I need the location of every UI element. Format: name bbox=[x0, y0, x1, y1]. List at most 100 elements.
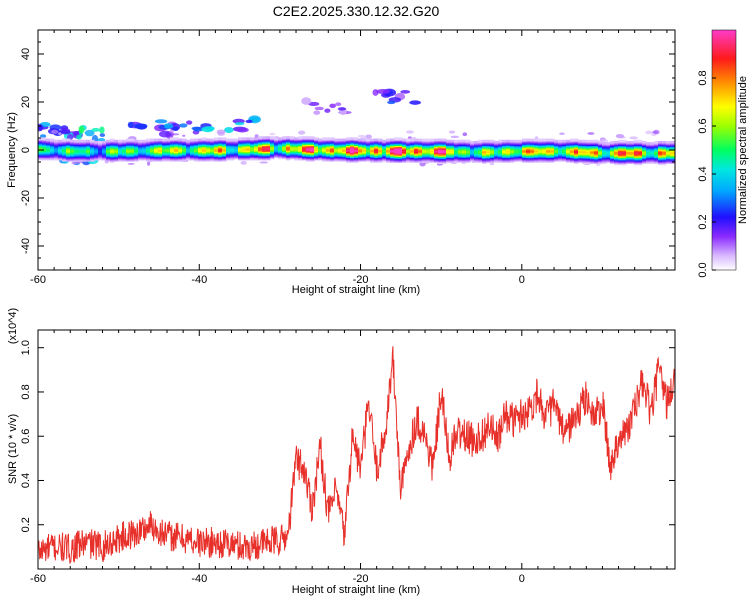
spectrogram-noise-speckle bbox=[169, 129, 174, 134]
spectrogram-cell bbox=[202, 137, 207, 140]
spectrogram-cell bbox=[186, 139, 191, 143]
colorbar-tick-label: 0.4 bbox=[697, 166, 709, 181]
spectrogram-noise-speckle bbox=[217, 131, 226, 136]
spectrogram-noise-blob bbox=[133, 123, 148, 129]
spectrogram-cell bbox=[486, 139, 491, 143]
spectrogram-cell bbox=[618, 139, 623, 143]
spectrogram-cell bbox=[602, 142, 607, 145]
spectrogram-cell bbox=[258, 136, 263, 139]
spectrogram-cell bbox=[438, 138, 443, 142]
spectrogram-cell bbox=[578, 139, 583, 143]
spectrogram-cell bbox=[206, 138, 211, 142]
spectrogram-cell bbox=[226, 138, 231, 142]
spectrogram-noise-speckle bbox=[58, 132, 62, 136]
spectrogram-cell bbox=[158, 138, 163, 142]
spectrogram-cell bbox=[102, 141, 107, 144]
spectrogram-cell bbox=[262, 136, 267, 139]
spectrogram-cell bbox=[382, 139, 387, 143]
spectrogram-cell bbox=[450, 139, 455, 143]
spectrogram-noise-blob bbox=[154, 119, 168, 124]
spectrogram-xlabel: Height of straight line (km) bbox=[292, 284, 420, 296]
spectrogram-cell bbox=[98, 141, 103, 144]
spectrogram-cell bbox=[378, 138, 383, 142]
spectrogram-cell bbox=[354, 137, 359, 140]
spectrogram-noise-blob bbox=[38, 123, 44, 132]
spectrogram-ytick-label: -20 bbox=[20, 190, 32, 206]
spectrogram-cell bbox=[126, 138, 131, 142]
spectrogram-cell bbox=[130, 138, 135, 142]
spectrogram-cell bbox=[254, 137, 259, 140]
spectrogram-cell bbox=[66, 138, 71, 142]
spectrogram-cell bbox=[454, 139, 459, 143]
spectrogram-cell bbox=[518, 139, 523, 143]
spectrogram-noise-speckle bbox=[127, 162, 135, 165]
spectrogram-ytick-label: 40 bbox=[20, 48, 32, 60]
spectrogram-cell bbox=[622, 139, 627, 143]
spectrogram-cell bbox=[78, 139, 83, 143]
spectrogram-cell bbox=[398, 137, 403, 140]
spectrogram-cell bbox=[658, 141, 663, 144]
spectrogram-noise-speckle bbox=[357, 134, 366, 138]
spectrogram-noise-speckle bbox=[254, 134, 259, 138]
spectrogram-cell bbox=[566, 139, 571, 143]
spectrogram-cell bbox=[442, 138, 447, 142]
spectrogram-cell bbox=[230, 138, 235, 142]
spectrogram-cell bbox=[402, 138, 407, 142]
spectrogram-cell bbox=[510, 139, 515, 143]
colorbar-ticks: 0.0 0.2 0.4 0.6 0.8 bbox=[697, 70, 716, 278]
spectrogram-cell bbox=[478, 139, 483, 143]
spectrogram-noise-speckle bbox=[182, 134, 186, 137]
colorbar-tick-label: 0.8 bbox=[697, 70, 709, 85]
spectrogram-cell bbox=[242, 137, 247, 140]
spectrogram-noise-blob bbox=[38, 135, 39, 137]
spectrogram-cell bbox=[386, 138, 391, 142]
spectrogram-cell bbox=[582, 139, 587, 143]
spectrogram-cell bbox=[570, 138, 575, 142]
snr-xtick-label: 0 bbox=[519, 573, 525, 585]
spectrogram-cell bbox=[146, 138, 151, 142]
spectrogram-cell bbox=[434, 138, 439, 142]
spectrogram-cell bbox=[118, 139, 123, 143]
spectrogram-noise-blob bbox=[192, 127, 204, 132]
spectrogram-cell bbox=[390, 138, 395, 142]
spectrogram-cell bbox=[74, 139, 79, 143]
spectrogram-cell bbox=[646, 142, 651, 145]
spectrogram-noise-blob bbox=[308, 101, 320, 107]
colorbar-gradient bbox=[711, 29, 737, 271]
spectrogram-cell bbox=[634, 139, 639, 143]
spectrogram-cell bbox=[394, 137, 399, 140]
spectrogram-ylabel: Frequency (Hz) bbox=[6, 112, 18, 188]
spectrogram-cell bbox=[346, 137, 351, 140]
spectrogram-cell bbox=[466, 139, 471, 143]
snr-frame bbox=[37, 329, 676, 570]
spectrogram-cell bbox=[54, 139, 59, 143]
spectrogram-cell bbox=[178, 138, 183, 142]
spectrogram-cell bbox=[610, 141, 615, 144]
spectrogram-noise-blob bbox=[376, 89, 390, 94]
spectrogram-cell bbox=[374, 138, 379, 142]
spectrogram-cell bbox=[630, 141, 635, 144]
snr-ytick-label: 0.4 bbox=[20, 473, 32, 488]
spectrogram-noise-blob bbox=[172, 126, 179, 132]
spectrogram-panel: -60 -40 -20 0 -40 -20 0 20 40 Height of straight… bbox=[6, 29, 676, 296]
spectrogram-cell bbox=[470, 141, 475, 144]
spectrogram-cell bbox=[430, 138, 435, 142]
spectrogram-cell bbox=[162, 138, 167, 142]
spectrogram-noise-speckle bbox=[587, 132, 595, 135]
spectrogram-cell bbox=[462, 139, 467, 143]
spectrogram-cell bbox=[50, 138, 55, 142]
spectrogram-cell bbox=[426, 138, 431, 142]
spectrogram-noise-blob bbox=[201, 126, 214, 133]
spectrogram-noise-speckle bbox=[269, 132, 276, 136]
spectrogram-cell bbox=[38, 137, 43, 140]
spectrogram-cell bbox=[498, 139, 503, 143]
spectrogram-cell bbox=[106, 139, 111, 143]
spectrogram-cell bbox=[670, 141, 675, 144]
snr-panel: -60 -40 -20 0 0.2 0.4 0.6 0.8 1.0 Height of stra… bbox=[7, 308, 676, 596]
spectrogram-noise-speckle bbox=[450, 135, 460, 139]
spectrogram-cell bbox=[114, 139, 119, 143]
spectrogram-noise-blob bbox=[245, 119, 253, 124]
spectrogram-noise-blob bbox=[236, 127, 249, 133]
spectrogram-noise-speckle bbox=[51, 129, 59, 135]
spectrogram-noise-blob bbox=[78, 125, 85, 134]
